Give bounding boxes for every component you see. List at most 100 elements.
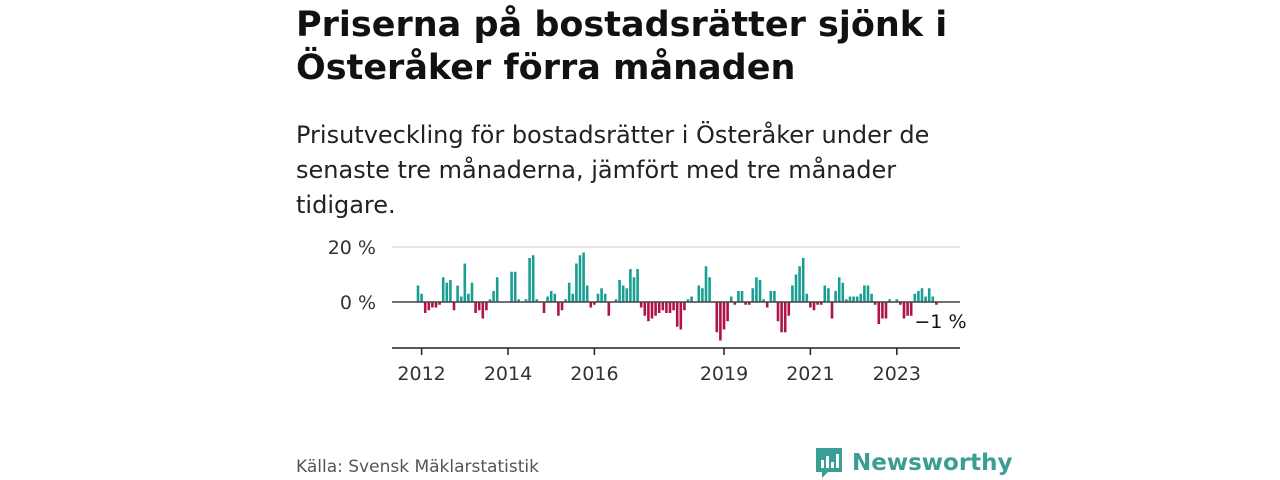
bar xyxy=(575,263,578,302)
bar xyxy=(708,277,711,302)
bar xyxy=(546,296,549,302)
bar xyxy=(769,291,773,302)
bar xyxy=(791,285,794,302)
bar xyxy=(816,302,819,305)
bar xyxy=(488,299,492,302)
bar xyxy=(639,302,643,308)
bar xyxy=(719,302,722,341)
bar xyxy=(528,258,531,302)
bar xyxy=(542,302,546,313)
bar xyxy=(848,296,852,302)
bar xyxy=(636,269,639,302)
bar xyxy=(765,302,769,308)
bar xyxy=(679,302,683,330)
bar xyxy=(744,302,747,305)
bar xyxy=(924,296,927,302)
bar xyxy=(780,302,783,333)
bar xyxy=(690,296,693,302)
chart-title: Priserna på bostadsrätter sjönk i Österå… xyxy=(296,5,948,88)
bar xyxy=(434,302,438,308)
bar xyxy=(485,302,488,311)
bar xyxy=(427,302,431,311)
bar xyxy=(603,293,607,302)
bar xyxy=(672,302,675,311)
bar xyxy=(618,280,621,302)
bar xyxy=(481,302,485,319)
bar xyxy=(470,282,474,302)
bar xyxy=(751,288,755,302)
newsworthy-logo[interactable]: Newsworthy xyxy=(814,446,1013,480)
bar xyxy=(729,296,733,302)
bar xyxy=(668,302,672,313)
bar xyxy=(614,299,618,302)
bar xyxy=(701,288,704,302)
bar xyxy=(647,302,650,322)
bar xyxy=(621,285,625,302)
bar xyxy=(747,302,751,305)
bar xyxy=(841,282,845,302)
bar xyxy=(625,288,629,302)
bar xyxy=(798,266,801,302)
x-tick-label: 2023 xyxy=(873,363,921,385)
bar xyxy=(657,302,661,313)
y-tick-label: 20 % xyxy=(328,237,376,259)
bar xyxy=(517,299,521,302)
bar xyxy=(737,291,740,302)
bar xyxy=(431,302,434,308)
bar xyxy=(812,302,816,311)
bar xyxy=(913,293,917,302)
bar xyxy=(629,269,632,302)
bar xyxy=(909,302,913,316)
bar xyxy=(510,271,513,302)
bar xyxy=(632,277,636,302)
y-tick-label: 0 % xyxy=(340,292,376,314)
bar xyxy=(888,299,891,302)
bar xyxy=(513,271,517,302)
bar xyxy=(416,285,420,302)
bar xyxy=(474,302,477,313)
bar xyxy=(492,291,495,302)
bar xyxy=(931,296,935,302)
bar xyxy=(762,299,765,302)
last-value-label: −1 % xyxy=(914,311,966,333)
bar xyxy=(755,277,758,302)
bar xyxy=(495,277,499,302)
bar xyxy=(830,302,834,319)
bar xyxy=(553,293,557,302)
bar xyxy=(452,302,456,311)
bar xyxy=(902,302,906,319)
bar xyxy=(683,302,686,311)
source-note: Källa: Svensk Mäklarstatistik xyxy=(296,457,539,477)
bar xyxy=(600,288,603,302)
bar xyxy=(477,302,481,311)
bar xyxy=(715,302,719,333)
bar xyxy=(859,293,863,302)
bar xyxy=(927,288,931,302)
bar xyxy=(596,293,600,302)
x-tick-label: 2012 xyxy=(397,363,445,385)
bar xyxy=(557,302,560,316)
bar xyxy=(834,291,837,302)
x-tick-label: 2019 xyxy=(700,363,748,385)
bar xyxy=(776,302,780,322)
bar xyxy=(549,291,553,302)
bar xyxy=(704,266,708,302)
bar xyxy=(459,296,463,302)
bar xyxy=(801,258,805,302)
bar xyxy=(899,302,902,305)
bar xyxy=(787,302,791,316)
bar xyxy=(733,302,737,305)
bar xyxy=(456,285,459,302)
bar xyxy=(467,293,470,302)
bar xyxy=(758,280,762,302)
bar xyxy=(438,302,441,305)
bar xyxy=(823,285,827,302)
bar xyxy=(852,296,855,302)
x-tick-label: 2021 xyxy=(786,363,834,385)
bar xyxy=(895,299,899,302)
bar xyxy=(740,291,744,302)
bar xyxy=(863,285,866,302)
bar xyxy=(607,302,611,316)
newsworthy-logo-icon xyxy=(816,448,842,478)
bar xyxy=(593,302,596,305)
